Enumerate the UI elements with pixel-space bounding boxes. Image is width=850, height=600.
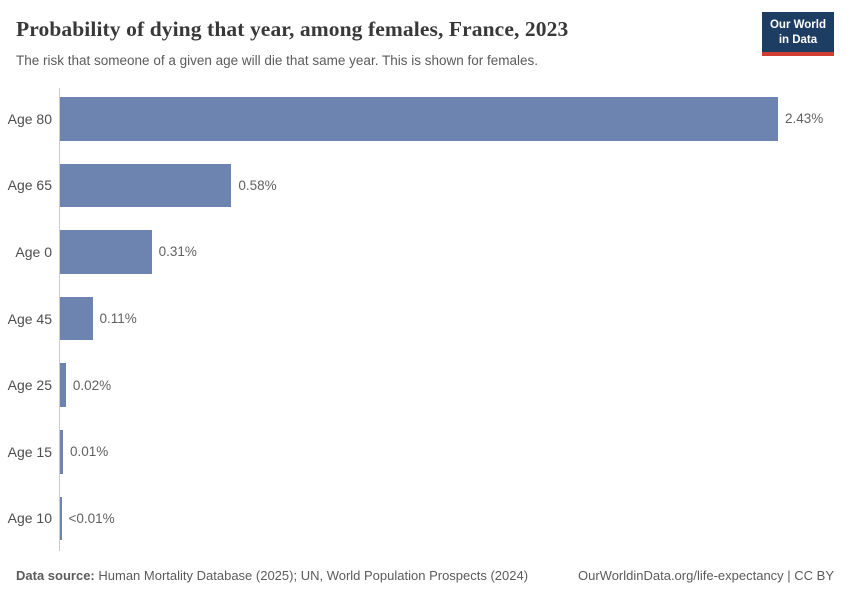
category-label: Age 10 [7,510,52,527]
value-label: <0.01% [68,510,115,526]
data-source-label: Data source: [16,568,95,583]
bar[interactable] [60,496,62,541]
page-title: Probability of dying that year, among fe… [16,17,569,41]
chart-footer: Data source: Human Mortality Database (2… [16,568,834,583]
license-note[interactable]: OurWorldinData.org/life-expectancy | CC … [577,568,834,583]
data-source-text: Human Mortality Database (2025); UN, Wor… [98,568,529,583]
y-axis-line [59,88,60,551]
chart-row: Age 80 2.43% [0,97,850,141]
value-label: 2.43% [785,111,824,127]
chart-row: Age 45 0.11% [0,296,850,341]
value-label: 0.02% [72,377,112,393]
bar[interactable] [60,430,63,474]
bar[interactable] [60,163,232,208]
category-label: Age 45 [7,310,52,327]
chart-row: Age 0 0.31% [0,230,850,274]
bar[interactable] [60,363,66,407]
bar[interactable] [60,97,778,141]
logo-line2: in Data [778,33,818,46]
chart-row: Age 10 <0.01% [0,496,850,541]
bar-chart: Age 80 2.43% Age 65 0.58% Age 0 0.31% Age 45 0.… [0,88,850,551]
category-label: Age 80 [7,110,52,127]
value-label: 0.01% [69,444,109,460]
bar[interactable] [60,296,93,341]
chart-row: Age 25 0.02% [0,363,850,407]
chart-row: Age 65 0.58% [0,163,850,208]
value-label: 0.11% [99,311,137,327]
data-source-note: Data source: Human Mortality Database (2… [16,568,528,583]
category-label: Age 25 [7,377,52,394]
logo-line1: Our World [769,19,826,31]
value-label: 0.31% [158,244,197,260]
chart-subtitle: The risk that someone of a given age wil… [16,53,539,68]
value-label: 0.58% [238,177,277,193]
category-label: Age 0 [15,243,52,260]
category-label: Age 15 [7,443,52,460]
bar[interactable] [60,230,152,274]
owid-logo: Our World in Data [761,12,834,56]
category-label: Age 65 [7,177,52,194]
chart-row: Age 15 0.01% [0,430,850,474]
